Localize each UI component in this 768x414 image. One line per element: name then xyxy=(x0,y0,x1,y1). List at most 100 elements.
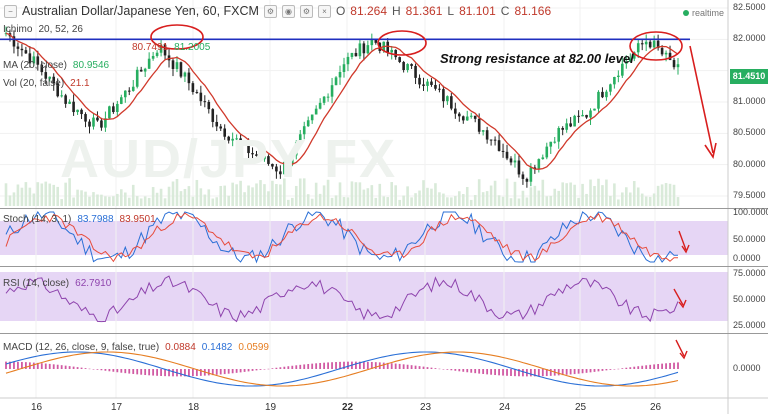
time-axis-label: 23 xyxy=(420,402,432,413)
candle-body xyxy=(469,115,473,117)
stoch-k-line xyxy=(5,211,678,264)
current-price-tag: 81.4510 xyxy=(730,69,768,84)
price-axis-label: 82.0000 xyxy=(733,33,766,44)
volume-bar xyxy=(267,191,270,206)
panel-separator[interactable] xyxy=(0,208,768,209)
macd-hist-bar xyxy=(498,369,500,376)
volume-bar xyxy=(32,193,36,206)
candle-body xyxy=(501,150,505,152)
ohlc-o-label: O xyxy=(335,4,346,18)
candle-body xyxy=(16,46,20,49)
candle-body xyxy=(537,159,541,170)
candle-body xyxy=(517,160,521,175)
volume-bar xyxy=(565,183,568,206)
volume-bar xyxy=(80,190,83,206)
ichimoku-legend[interactable]: Ichimo 20, 52, 26 xyxy=(3,24,83,35)
downtrend-arrow xyxy=(689,45,717,160)
volume-bar xyxy=(322,185,326,206)
candle-body xyxy=(561,128,564,130)
candle-body xyxy=(231,138,234,141)
candle-body xyxy=(302,126,306,135)
volume-bar xyxy=(398,199,401,206)
vol-legend[interactable]: Vol (20, false) 21.1 xyxy=(3,78,90,89)
eye-icon[interactable]: ◉ xyxy=(281,4,295,18)
candle-body xyxy=(326,96,330,98)
volume-bar xyxy=(589,179,592,206)
volume-bar xyxy=(338,182,342,206)
candle-body xyxy=(609,84,612,92)
macd-hist-bar xyxy=(641,365,644,369)
volume-bar xyxy=(306,194,310,206)
volume-bar xyxy=(131,184,135,206)
chart-header: − Australian Dollar/Japanese Yen, 60, FX… xyxy=(4,4,551,18)
volume-bar xyxy=(251,187,254,206)
macd-hist-bar xyxy=(438,368,441,370)
candle-body xyxy=(601,91,604,98)
candle-body xyxy=(545,146,549,158)
ma-legend[interactable]: MA (20, close) 80.9546 xyxy=(3,60,109,71)
macd-hist-bar xyxy=(275,367,278,369)
candle-body xyxy=(625,61,628,64)
macd-hist-bar xyxy=(148,369,151,376)
volume-bar xyxy=(561,182,564,206)
volume-bar xyxy=(298,178,302,206)
candle-body xyxy=(80,109,83,115)
macd-hist-bar xyxy=(64,365,67,369)
rsi-legend[interactable]: RSI (14, close) 62.7910 xyxy=(3,278,111,289)
volume-bar xyxy=(255,183,258,206)
stoch-legend[interactable]: Stoch (14, 3, 1) 83.7988 83.9501 xyxy=(3,214,156,225)
volume-bar xyxy=(481,192,485,206)
panel-separator[interactable] xyxy=(0,333,768,334)
volume-bar xyxy=(40,183,44,206)
candle-body xyxy=(489,139,493,141)
volume-bar xyxy=(330,197,334,206)
candle-body xyxy=(287,161,290,164)
macd-hist-bar xyxy=(267,368,270,370)
volume-bar xyxy=(473,194,477,206)
macd-hist-bar xyxy=(100,369,103,371)
volume-bar xyxy=(76,189,79,206)
candle-body xyxy=(243,141,246,143)
volume-bar xyxy=(644,196,648,206)
macd-hist-bar xyxy=(279,367,282,369)
settings-icon[interactable]: ⚙ xyxy=(263,4,277,18)
macd-hist-bar xyxy=(581,369,584,374)
collapse-icon[interactable]: − xyxy=(4,4,17,18)
macd-hist-bar xyxy=(32,362,35,369)
macd-hist-bar xyxy=(299,364,302,369)
volume-bar xyxy=(569,182,572,206)
candle-body xyxy=(394,49,397,58)
gear-icon[interactable]: ⚙ xyxy=(299,4,313,18)
macd-hist-bar xyxy=(434,368,437,369)
candle-body xyxy=(557,128,561,142)
macd-hist-bar xyxy=(327,362,329,369)
volume-bar xyxy=(414,193,417,206)
volume-bar xyxy=(625,187,628,206)
close-icon[interactable]: × xyxy=(317,4,331,18)
volume-bar xyxy=(370,185,374,206)
panel-separator[interactable] xyxy=(0,266,768,267)
candle-body xyxy=(350,52,354,57)
volume-bar xyxy=(648,196,652,206)
candle-body xyxy=(628,58,632,62)
macd-hist-bar xyxy=(215,369,218,375)
macd-hist-bar xyxy=(120,369,123,373)
macd-hist-bar xyxy=(462,369,465,372)
macd-hist-bar xyxy=(347,361,349,369)
macd-hist-bar xyxy=(231,369,234,374)
macd-hist-bar xyxy=(227,369,230,374)
macd-hist-bar xyxy=(80,367,83,369)
time-axis-label: 19 xyxy=(265,402,277,413)
candle-body xyxy=(219,126,223,129)
macd-hist-bar xyxy=(362,361,365,369)
candle-body xyxy=(414,65,417,78)
macd-hist-bar xyxy=(219,369,222,375)
volume-bar xyxy=(72,197,75,206)
macd-hist-bar xyxy=(84,368,87,369)
candles xyxy=(4,26,680,188)
volume-bar xyxy=(545,196,549,206)
volume-bar xyxy=(426,187,429,206)
macd-hist-bar xyxy=(565,369,568,375)
macd-legend[interactable]: MACD (12, 26, close, 9, false, true) 0.0… xyxy=(3,342,269,353)
